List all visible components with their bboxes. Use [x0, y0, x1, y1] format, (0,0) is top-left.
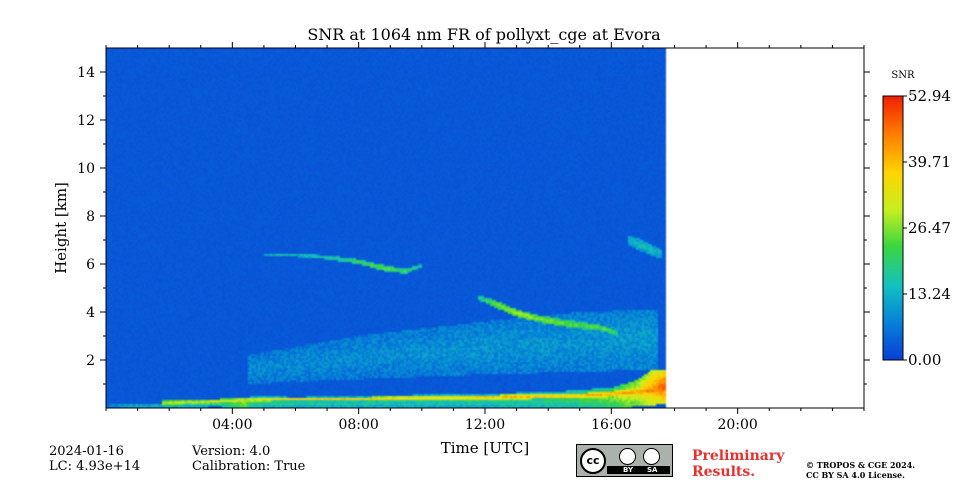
y-tick-label: 8: [86, 209, 95, 225]
x-tick-label: 16:00: [591, 417, 631, 433]
x-tick-label: 12:00: [465, 417, 505, 433]
cc-icon: cc: [580, 448, 606, 474]
date-label: 2024-01-16: [49, 444, 124, 459]
cc-sa-label: SA: [647, 466, 658, 474]
y-tick-label: 6: [86, 257, 95, 273]
lc-label: LC: 4.93e+14: [49, 459, 141, 474]
y-tick-label: 12: [77, 113, 95, 129]
colorbar-tick-label: 13.24: [908, 285, 951, 303]
copyright-line-1: © TROPOS & CGE 2024.: [806, 460, 916, 470]
x-axis-label: Time [UTC]: [441, 439, 530, 457]
attribution-icon: [619, 448, 636, 465]
preliminary-line-1: Preliminary: [692, 448, 785, 464]
cc-strip: BY SA: [607, 466, 670, 474]
calibration-label: Calibration: True: [192, 459, 306, 474]
chart-title: SNR at 1064 nm FR of pollyxt_cge at Evor…: [307, 25, 661, 44]
heatmap-image: [106, 48, 864, 408]
share-alike-icon: [643, 448, 660, 465]
cc-by-label: BY: [623, 466, 634, 474]
colorbar: [882, 95, 904, 361]
copyright-notice: © TROPOS & CGE 2024. CC BY SA 4.0 Licens…: [806, 460, 915, 480]
preliminary-results: Preliminary Results.: [692, 448, 784, 480]
y-tick-label: 2: [86, 353, 95, 369]
x-tick-label: 04:00: [212, 417, 252, 433]
y-axis-label: Height [km]: [52, 182, 70, 274]
x-tick-label: 08:00: [338, 417, 378, 433]
colorbar-label: SNR: [891, 70, 915, 81]
y-tick-label: 4: [86, 305, 95, 321]
colorbar-tick-label: 26.47: [908, 219, 951, 237]
cc-license-logo: cc BY SA: [576, 444, 673, 477]
version-label: Version: 4.0: [192, 444, 271, 459]
x-tick-label: 20:00: [717, 417, 757, 433]
colorbar-tick-label: 0.00: [908, 351, 941, 369]
colorbar-tick-label: 39.71: [908, 153, 951, 171]
copyright-line-2: CC BY SA 4.0 License.: [806, 470, 905, 480]
preliminary-line-2: Results.: [692, 464, 756, 480]
colorbar-tick-label: 52.94: [908, 87, 951, 105]
y-tick-label: 14: [77, 65, 95, 81]
y-tick-label: 10: [77, 161, 95, 177]
